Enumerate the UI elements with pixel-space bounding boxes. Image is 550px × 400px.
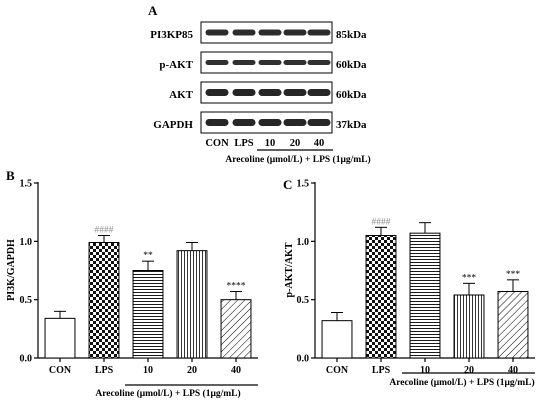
significance-label: *** (462, 273, 477, 283)
x-tick-label: LPS (372, 365, 391, 376)
blot-band (232, 29, 256, 36)
bar-chart-pi3k: B PI3K/GAPDH 0.0 0.5 1.0 1.5 CON LPS #### 10 **… (6, 168, 258, 399)
lane-label: LPS (234, 138, 253, 149)
blot-panel: A PI3KP85 85kDa p-AKT 60kDa AKT 60kDa GA… (148, 3, 371, 165)
x-tick-label: 40 (231, 365, 241, 376)
bar (409, 232, 441, 359)
x-tick-label: 40 (508, 365, 518, 376)
panel-label-c: C (283, 177, 292, 192)
bar-chart-p-akt: C p-AKT/AKT 0.0 0.5 1.0 1.5 CON LPS #### 10 20 *… (283, 177, 535, 388)
blot-band (258, 60, 282, 65)
x-axis-label: Arecoline (μmol/L) + LPS (1μg/mL) (95, 388, 240, 399)
significance-label: *** (506, 270, 521, 280)
y-tick-label: 1.5 (297, 179, 310, 190)
blot-band (232, 60, 256, 65)
blot-band (232, 89, 256, 96)
blot-band (283, 29, 307, 36)
protein-label: AKT (169, 89, 194, 101)
lane-label: CON (205, 138, 229, 149)
y-tick-label: 0.5 (297, 295, 310, 306)
x-tick-label: 20 (464, 365, 474, 376)
bar (497, 291, 529, 359)
bar (220, 299, 252, 359)
bar (88, 242, 120, 359)
blot-row-gapdh: GAPDH 37kDa (153, 111, 367, 134)
blot-band (205, 119, 229, 126)
blot-band (258, 89, 282, 96)
x-tick-label: CON (49, 365, 72, 376)
x-tick-label: 10 (143, 365, 153, 376)
blot-band (283, 60, 307, 65)
x-axis-label: Arecoline (μmol/L) + LPS (1μg/mL) (389, 377, 534, 388)
mw-label: 85kDa (336, 29, 367, 41)
x-tick-label: 20 (187, 365, 197, 376)
mw-label: 60kDa (336, 59, 367, 71)
mw-label: 60kDa (336, 89, 367, 101)
treatment-label: Arecoline (μmol/L) + LPS (1μg/mL) (225, 154, 370, 165)
x-tick-label: LPS (95, 365, 114, 376)
blot-band (205, 60, 229, 65)
mw-label: 37kDa (336, 119, 367, 131)
y-axis-label: PI3K/GAPDH (6, 239, 17, 301)
blot-band (307, 60, 331, 65)
significance-label: #### (95, 226, 114, 236)
y-tick-label: 1.0 (20, 237, 33, 248)
protein-label: p-AKT (159, 59, 193, 71)
bar (132, 270, 164, 359)
y-tick-label: 0.5 (20, 295, 33, 306)
lane-labels: CON LPS 10 20 40 (205, 138, 324, 149)
y-axis-label: p-AKT/AKT (284, 242, 295, 297)
panel-label-a: A (148, 3, 158, 18)
blot-row-akt: AKT 60kDa (169, 81, 367, 104)
blot-band (283, 89, 307, 96)
bar (44, 317, 76, 359)
bar (453, 294, 485, 359)
blot-band (283, 119, 307, 126)
significance-label: #### (372, 217, 391, 227)
blot-band (205, 29, 229, 36)
x-tick-label: 10 (420, 365, 430, 376)
bar (321, 320, 353, 359)
blot-band (232, 119, 256, 126)
bar (365, 235, 397, 359)
blot-band (205, 89, 229, 96)
y-tick-label: 1.0 (297, 237, 310, 248)
blot-band (258, 119, 282, 126)
protein-label: GAPDH (153, 119, 193, 131)
x-tick-label: CON (326, 365, 349, 376)
y-tick-label: 1.5 (20, 179, 33, 190)
lane-label: 10 (265, 138, 276, 149)
y-tick-label: 0.0 (297, 354, 310, 365)
significance-label: ** (143, 251, 153, 261)
blot-band (307, 119, 331, 126)
blot-row-p-akt: p-AKT 60kDa (159, 51, 367, 74)
blot-row-pi3kp85: PI3KP85 85kDa (150, 21, 367, 44)
bar (176, 250, 208, 359)
blot-band (258, 29, 282, 36)
significance-label: **** (227, 282, 246, 292)
protein-label: PI3KP85 (150, 29, 193, 41)
panel-label-b: B (6, 168, 15, 183)
lane-label: 40 (314, 138, 325, 149)
blot-band (307, 29, 331, 36)
y-tick-label: 0.0 (20, 354, 33, 365)
blot-band (307, 89, 331, 96)
lane-label: 20 (290, 138, 301, 149)
